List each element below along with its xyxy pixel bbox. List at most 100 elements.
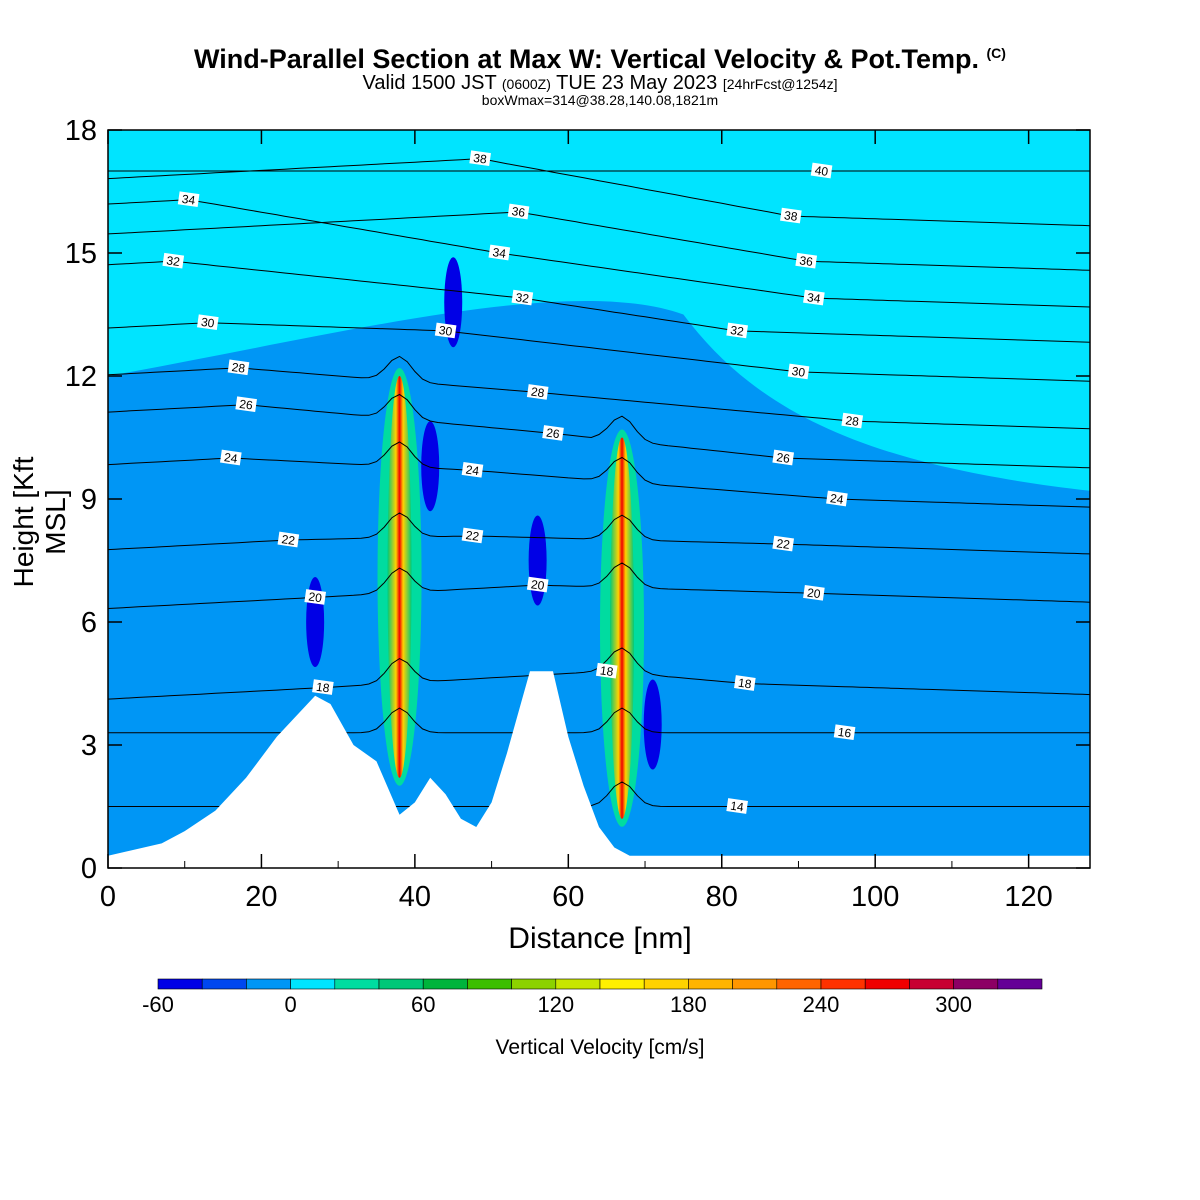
isentrope-label-text: 30 [200,315,215,331]
isentrope-label-text: 38 [783,208,798,224]
colorbar-swatch [246,978,291,990]
isentrope-label-text: 32 [166,253,181,269]
isentrope-line [108,393,1090,469]
isentropes [108,158,1090,807]
isentrope-label-text: 14 [730,799,745,815]
isentrope-label-text: 28 [231,360,246,376]
colorbar-tick-label: 0 [284,992,296,1017]
colorbar-swatch [511,978,557,990]
isentrope-label-text: 26 [545,426,560,442]
isentrope-label: 30 [196,314,219,331]
isentrope-line [108,322,1090,382]
isentrope-label: 30 [434,322,457,339]
x-axis: 0 20 40 60 80 100 120 [100,130,1053,913]
isentrope-label: 32 [511,289,534,306]
isentrope-label-text: 22 [465,528,480,544]
colorbar-swatch [599,978,645,990]
isentrope-label: 24 [826,490,848,507]
colorbar-tick-label: 180 [670,992,707,1017]
colorbar-swatch [820,978,866,990]
isentrope-label-text: 36 [799,253,814,269]
isentrope-label-text: 28 [530,385,545,401]
x-tick-label: 40 [399,881,431,913]
colorbar-swatch [953,978,999,990]
isentrope-line [108,199,1090,308]
isentrope-label: 38 [780,207,802,224]
isentrope-label: 20 [304,589,327,606]
x-axis-label: Distance [nm] [508,922,692,955]
isentrope-label-text: 22 [776,536,791,552]
x-tick-label: 0 [100,881,116,913]
isentrope-label-text: 34 [492,245,507,261]
chart-title: Wind-Parallel Section at Max W: Vertical… [194,44,1006,74]
x-tick-label: 100 [851,881,899,913]
isentrope-label: 38 [469,150,491,167]
updraft-core [387,376,412,778]
isentrope-line [108,441,1090,508]
colorbar-swatch [334,978,380,990]
isentrope-label-text: 18 [315,680,330,696]
isentrope-line [108,512,1090,555]
isentrope-label: 26 [542,425,564,442]
colorbar-swatch [776,978,822,990]
isentrope-label: 22 [772,535,795,552]
y-tick-label: 12 [65,361,97,393]
x-tick-label: 60 [552,881,584,913]
colorbar-tick-label: -60 [142,992,174,1017]
isentrope-line [108,211,1090,271]
isentrope-label-text: 28 [845,413,860,429]
y-tick-label: 3 [81,730,97,762]
isentrope-label-text: 20 [308,590,323,606]
isentrope-label: 34 [488,244,511,261]
isentrope-label: 14 [726,798,748,815]
chart-subtitle: boxWmax=314@38.28,140.08,1821m [481,92,719,108]
isentrope-label-text: 40 [814,163,829,179]
isentrope-label: 40 [810,162,833,179]
isentrope-line [108,707,1090,734]
isentrope-line [108,158,1090,227]
colorbar-swatch [688,978,733,990]
isentrope-label-text: 34 [181,192,196,208]
colorbar-swatch [997,978,1043,990]
y-tick-label: 15 [65,238,97,270]
y-axis-label: Height [Kft MSL] [8,456,71,588]
isentrope-label: 22 [461,527,484,544]
isentrope-label: 18 [734,675,756,691]
y-axis: 0 36 9 12 15 18 [65,115,1090,885]
colorbar-tick-label: 240 [803,992,840,1017]
isentrope-label: 32 [162,252,185,269]
isentrope-line [108,562,1090,609]
isentrope-label: 36 [507,203,530,220]
isentrope-label: 36 [795,252,818,269]
colorbar-swatch [157,978,203,990]
isentrope-line [108,260,1090,343]
terrain-profile [108,671,1090,868]
isentrope-label: 18 [312,679,334,696]
isentrope-label-text: 38 [472,151,487,167]
colorbar-label: Vertical Velocity [cm/s] [495,1036,705,1059]
isentrope-label: 28 [227,359,250,376]
isentrope-labels: 38 40 34 36 38 34 36 32 34 32 30 30 32 28 30 28 26 28 26 24… [162,150,864,815]
colorbar-swatch [909,978,954,990]
isentrope-label: 32 [726,322,748,339]
colorbar: -60 0 60 120 180 240 300 [142,978,1043,1017]
plot-area: 38 40 34 36 38 34 36 32 34 32 30 30 32 28 30 28 26 28 26 24… [108,130,1090,868]
colorbar-swatch [864,978,910,990]
isentrope-label-text: 30 [438,323,453,339]
colorbar-swatch [555,978,601,990]
isentrope-label-text: 24 [829,491,844,507]
isentrope-label-text: 34 [806,290,821,306]
y-tick-label: 0 [81,853,97,885]
x-tick-label: 80 [706,881,738,913]
downdraft-region [643,679,662,770]
isentrope-label-text: 20 [530,577,545,593]
isentrope-label: 26 [235,396,257,413]
colorbar-tick-label: 60 [411,992,435,1017]
isentrope-label-text: 36 [511,204,526,220]
y-tick-label: 9 [81,484,97,516]
isentrope-label-text: 16 [837,725,852,741]
isentrope-label: 34 [177,191,200,208]
isentrope-label: 30 [787,363,810,380]
isentrope-label-text: 32 [730,323,745,339]
